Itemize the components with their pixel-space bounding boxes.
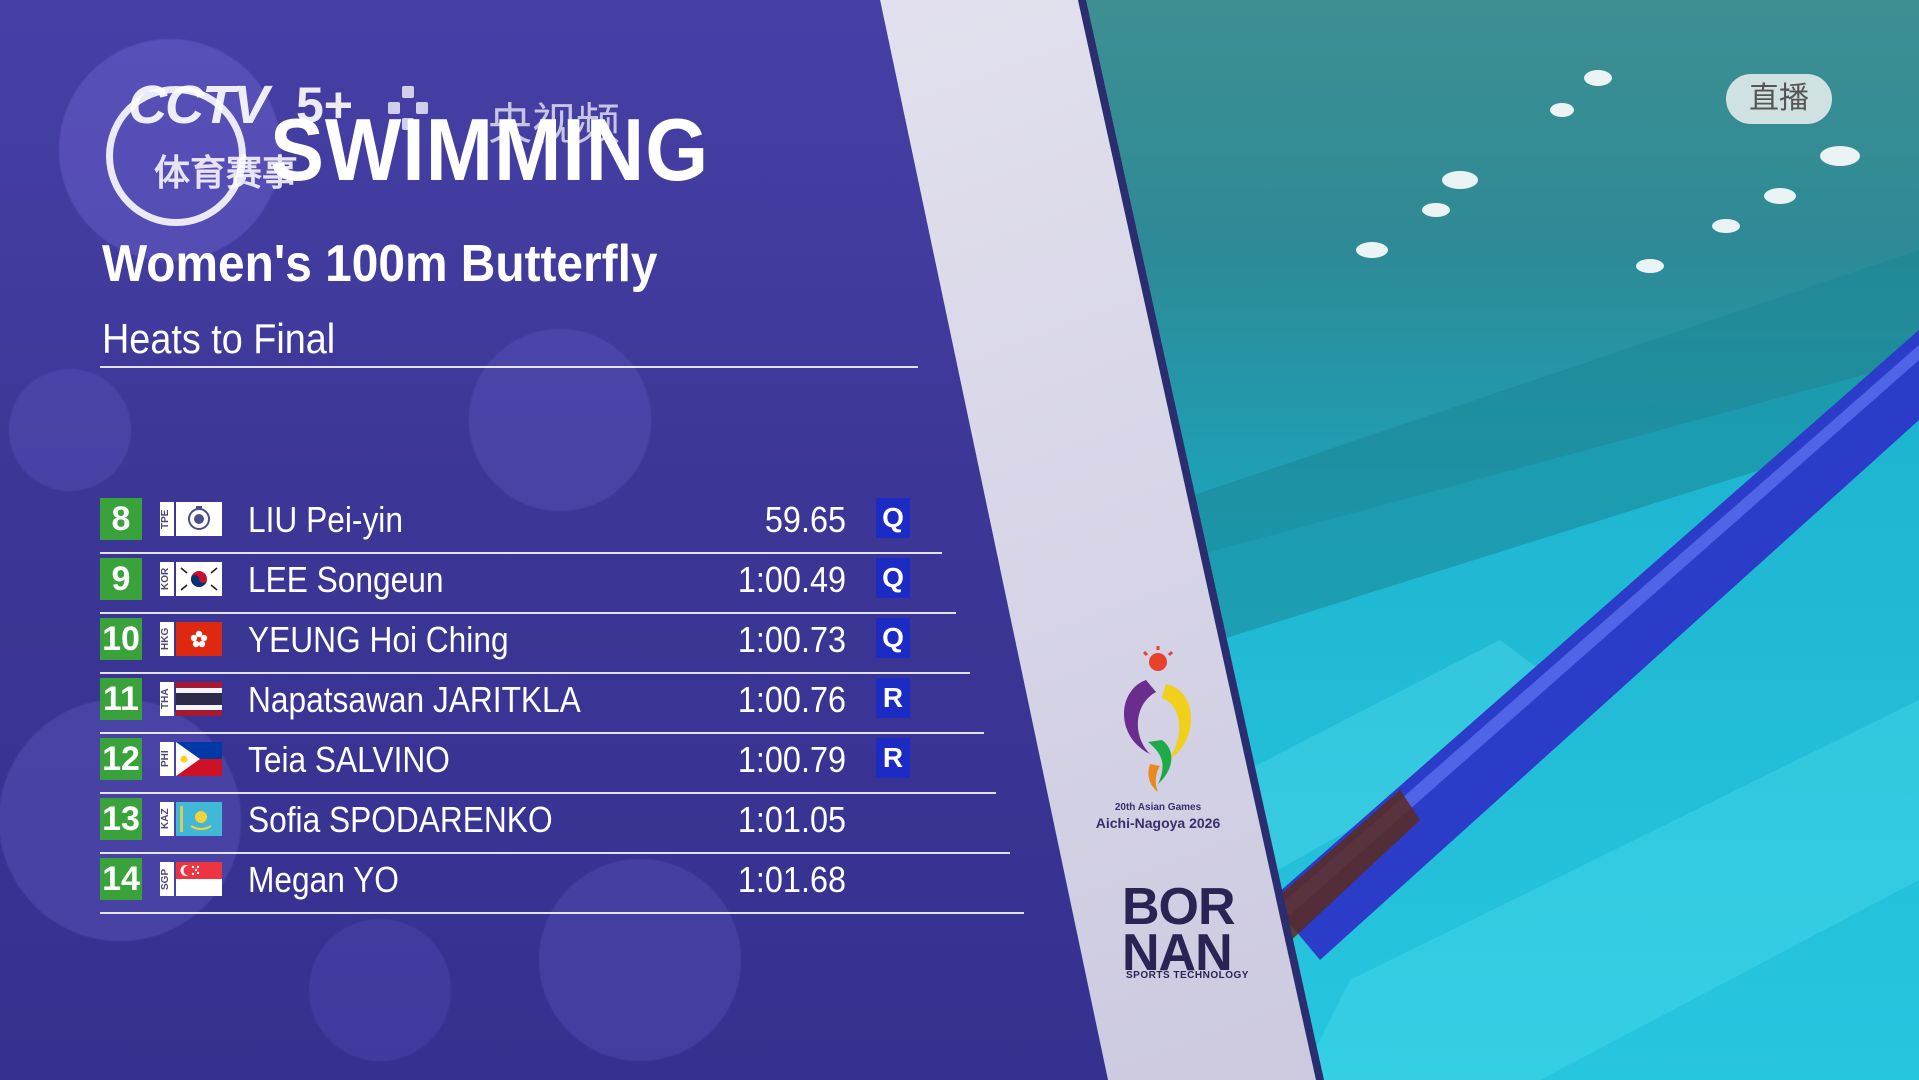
row-divider [100,912,1024,914]
flag-hkg-icon [176,622,222,656]
rank-badge: 8 [100,498,142,540]
title-divider [100,366,918,368]
flag-tha-icon [176,682,222,716]
athlete-name: Teia SALVINO [248,739,450,780]
flag-kaz-icon [176,802,222,836]
qualifier-badge: R [876,738,910,778]
qualifier-badge: Q [876,618,910,658]
channel-logo-text: CCTV [128,75,269,135]
flag-phi-icon [176,742,222,776]
platform-logo-icon [388,86,428,130]
noc-code: TPE [160,502,174,536]
athlete-name: Sofia SPODARENKO [248,799,553,840]
noc-code: THA [160,682,174,716]
event-title: Women's 100m Butterfly [102,235,658,293]
live-badge: 直播 [1726,74,1832,124]
games-name: 20th Asian Games [1114,802,1202,813]
sport-title: SWIMMING [270,100,710,199]
row-divider [100,672,970,674]
rank-badge: 14 [100,858,142,900]
games-city: Aichi-Nagoya 2026 [1095,815,1221,831]
flag-sgp-icon [176,862,222,896]
noc-code: KAZ [160,802,174,836]
result-row: 12 PHI Teia SALVINO 1:00.79 R [100,734,996,794]
result-time: 1:00.49 [737,559,846,600]
noc-code: SGP [160,862,174,896]
result-time: 1:01.68 [737,859,846,900]
result-time: 1:00.79 [737,739,846,780]
result-row: 8 TPE LIU Pei-yin 59.65 Q [100,494,942,554]
athlete-name: Megan YO [248,859,399,900]
result-row: 14 SGP Megan YO 1:01.68 [100,854,1024,914]
athlete-name: Napatsawan JARITKLA [248,679,581,720]
result-row: 9 KOR LEE Songeun 1:00.49 Q [100,554,956,614]
qualifier-badge: R [876,678,910,718]
ceiling-lights [1356,70,1860,273]
row-divider [100,792,996,794]
rank-badge: 12 [100,738,142,780]
cctv-emblem-icon [106,86,246,226]
noc-code: PHI [160,742,174,776]
result-row: 10 HKG YEUNG Hoi Ching 1:00.73 Q [100,614,970,674]
qualifier-badge: Q [876,558,910,598]
timing-sponsor-logo: BOR NAN [1122,878,1236,982]
athlete-name: LEE Songeun [248,559,444,600]
row-divider [100,552,942,554]
result-row: 11 THA Napatsawan JARITKLA 1:00.76 R [100,674,984,734]
athlete-name: LIU Pei-yin [248,499,403,540]
row-divider [100,612,956,614]
result-row: 13 KAZ Sofia SPODARENKO 1:01.05 [100,794,1010,854]
event-phase: Heats to Final [102,315,336,362]
broadcaster-logo: CCTV 5+ 体育赛事 央视频 [100,74,660,234]
qualifier-badge: Q [876,498,910,538]
result-time: 59.65 [764,499,846,540]
rank-badge: 9 [100,558,142,600]
noc-code: KOR [160,562,174,596]
channel-sub-label: 体育赛事 [154,152,299,193]
result-time: 1:00.73 [737,619,846,660]
result-time: 1:01.05 [737,799,846,840]
channel-number: 5+ [296,77,354,133]
asian-games-emblem-icon [1088,646,1228,836]
flag-tpe-icon [176,502,222,536]
row-divider [100,852,1010,854]
rank-badge: 10 [100,618,142,660]
row-divider [100,732,984,734]
result-time: 1:00.76 [737,679,846,720]
rank-badge: 13 [100,798,142,840]
rank-badge: 11 [100,678,142,720]
athlete-name: YEUNG Hoi Ching [248,619,509,660]
noc-code: HKG [160,622,174,656]
flag-kor-icon [176,562,222,596]
platform-name: 央视频 [488,100,620,149]
timing-sponsor-tagline: SPORTS TECHNOLOGY [1126,970,1249,981]
